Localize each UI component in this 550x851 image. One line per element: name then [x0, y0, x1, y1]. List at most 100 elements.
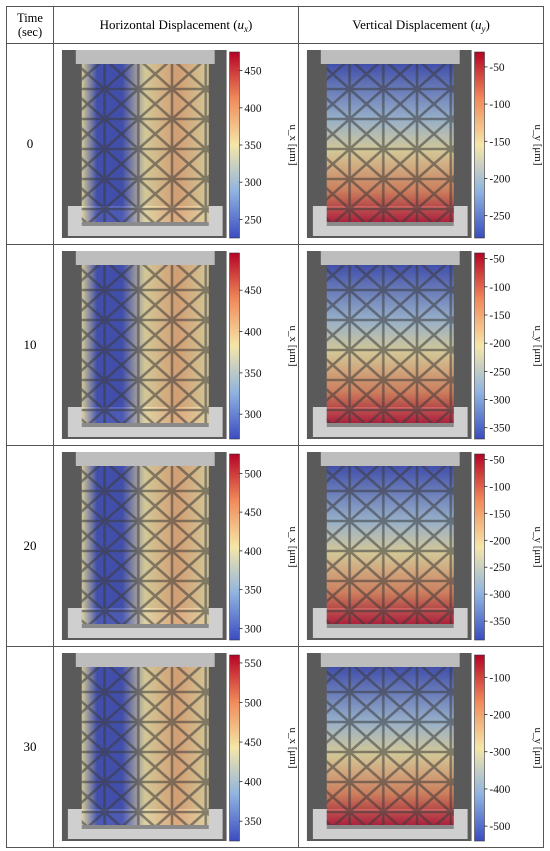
table-row: 0 450 400 350 300 250 u_x [μm] -50 -100 -150 -200-… [6, 43, 544, 245]
lattice-structure [81, 667, 209, 825]
colorbar-tick-label: -50 [489, 254, 504, 266]
horizontal-panel-cell: 550 500 450 400 350 u_x [μm] [53, 646, 299, 848]
table-body: 0 450 400 350 300 250 u_x [μm] -50 -100 -150 -200 -… [6, 43, 544, 848]
horizontal-displacement-map: 500 450 400 350 300 u_x [μm] [61, 452, 298, 641]
time-cell: 30 [6, 646, 54, 848]
colorbar-tick-label: 500 [244, 468, 261, 480]
colorbar-tick-label: -100 [489, 99, 510, 111]
colorbar [474, 453, 485, 641]
colorbar-label: u_y [μm] [532, 326, 543, 367]
vertical-panel-cell: -50 -100 -150 -200 -250 u_y [μm] [298, 43, 544, 245]
colorbar-tick-label: -100 [489, 481, 510, 493]
colorbar-tick-label: -200 [489, 173, 510, 185]
lattice-structure [326, 667, 454, 825]
table-row: 20 500 450 400 350 300 u_x [μm] -50 -100 -150 -200… [6, 445, 544, 647]
colorbar-label: u_x [μm] [287, 125, 298, 166]
colorbar-tick-label: 450 [244, 507, 261, 519]
colorbar-tick-label: -250 [489, 562, 510, 574]
top-grip [320, 452, 460, 466]
colorbar-tick-label: -150 [489, 136, 510, 148]
vertical-displacement-map: -50 -100 -150 -200 -250 -300 -350 u_y [μm] [306, 452, 543, 641]
colorbar-tick-label: 300 [244, 177, 261, 189]
colorbar-tick-label: 400 [244, 326, 261, 338]
vertical-panel-cell: -50 -100 -150 -200 -250 -300 -350 u_y [μm] [298, 445, 544, 647]
colorbar [474, 654, 485, 842]
colorbar-tick-label: -400 [489, 784, 510, 796]
colorbar-tick-label: 350 [244, 816, 261, 828]
horizontal-displacement-map: 450 400 350 300 250 u_x [μm] [61, 50, 298, 239]
vertical-displacement-map: -50 -100 -150 -200 -250 -300 -350 u_y [μm] [306, 251, 543, 440]
colorbar-tick-label: 450 [244, 737, 261, 749]
vertical-header-close: ) [485, 16, 490, 32]
horizontal-displacement-map: 550 500 450 400 350 u_x [μm] [61, 653, 298, 842]
lattice-structure [81, 64, 209, 222]
colorbar-tick-label: 450 [244, 66, 261, 78]
top-grip [75, 653, 215, 667]
vertical-displacement-map: -100 -200 -300 -400 -500 u_y [μm] [306, 653, 543, 842]
time-value: 30 [23, 739, 37, 754]
table-row: 10 450 400 350 300 u_x [μm] -50 -100 -150 -200 -25… [6, 244, 544, 446]
time-cell: 0 [6, 43, 54, 245]
colorbar-tick-label: -350 [489, 423, 510, 435]
time-header-line1: Time [17, 11, 43, 25]
vertical-panel-cell: -50 -100 -150 -200 -250 -300 -350 u_y [μm] [298, 244, 544, 446]
colorbar-tick-label: -500 [489, 821, 510, 833]
colorbar-tick-label: 300 [244, 409, 261, 421]
colorbar-label: u_x [μm] [287, 728, 298, 769]
colorbar-tick-label: 400 [244, 546, 261, 558]
horizontal-panel-cell: 500 450 400 350 300 u_x [μm] [53, 445, 299, 647]
time-value: 10 [23, 337, 37, 352]
time-value: 20 [23, 538, 37, 553]
horizontal-header-symbol: u [237, 16, 245, 32]
colorbar-tick-label: 400 [244, 777, 261, 789]
colorbar-tick-label: -50 [489, 454, 504, 466]
colorbar-tick-label: -300 [489, 747, 510, 759]
colorbar-tick-label: 400 [244, 103, 261, 115]
vertical-displacement-map: -50 -100 -150 -200 -250 u_y [μm] [306, 50, 543, 239]
top-grip [320, 50, 460, 64]
colorbar [229, 453, 240, 641]
colorbar-tick-label: 450 [244, 285, 261, 297]
lattice-structure [326, 64, 454, 222]
time-cell: 20 [6, 445, 54, 647]
colorbar-tick-label: 550 [244, 658, 261, 670]
time-cell: 10 [6, 244, 54, 446]
colorbar-tick-label: -300 [489, 589, 510, 601]
colorbar-tick-label: -200 [489, 535, 510, 547]
vertical-header-symbol: u [474, 16, 482, 32]
colorbar-tick-label: -150 [489, 310, 510, 322]
results-table: Time (sec) Horizontal Displacement (ux) … [6, 6, 544, 848]
horizontal-header: Horizontal Displacement (ux) [53, 6, 299, 44]
time-value: 0 [26, 136, 34, 151]
vertical-header: Vertical Displacement (uy) [298, 6, 544, 44]
colorbar-label: u_x [μm] [287, 326, 298, 367]
lattice-structure [326, 265, 454, 423]
colorbar-tick-label: 350 [244, 368, 261, 380]
colorbar-label: u_y [μm] [532, 125, 543, 166]
vertical-header-text: Vertical Displacement ( [352, 16, 475, 32]
colorbar-tick-label: 500 [244, 697, 261, 709]
table-row: 30 550 500 450 400 350 u_x [μm] -100 -200 -300 -40… [6, 646, 544, 848]
top-grip [75, 452, 215, 466]
top-grip [320, 251, 460, 265]
colorbar-tick-label: -150 [489, 508, 510, 520]
lattice-structure [81, 466, 209, 624]
horizontal-panel-cell: 450 400 350 300 u_x [μm] [53, 244, 299, 446]
top-grip [75, 251, 215, 265]
top-grip [75, 50, 215, 64]
colorbar-label: u_x [μm] [287, 527, 298, 568]
colorbar-tick-label: -100 [489, 672, 510, 684]
vertical-header-sub: y [481, 23, 486, 34]
colorbar-tick-label: -250 [489, 211, 510, 223]
colorbar-tick-label: 250 [244, 214, 261, 226]
horizontal-header-close: ) [248, 16, 253, 32]
lattice-structure [81, 265, 209, 423]
lattice-structure [326, 466, 454, 624]
colorbar-tick-label: 300 [244, 623, 261, 635]
header-row: Time (sec) Horizontal Displacement (ux) … [6, 6, 544, 44]
colorbar-tick-label: 350 [244, 140, 261, 152]
colorbar-tick-label: -350 [489, 616, 510, 628]
time-header: Time (sec) [6, 6, 54, 44]
horizontal-panel-cell: 450 400 350 300 250 u_x [μm] [53, 43, 299, 245]
colorbar [229, 252, 240, 440]
